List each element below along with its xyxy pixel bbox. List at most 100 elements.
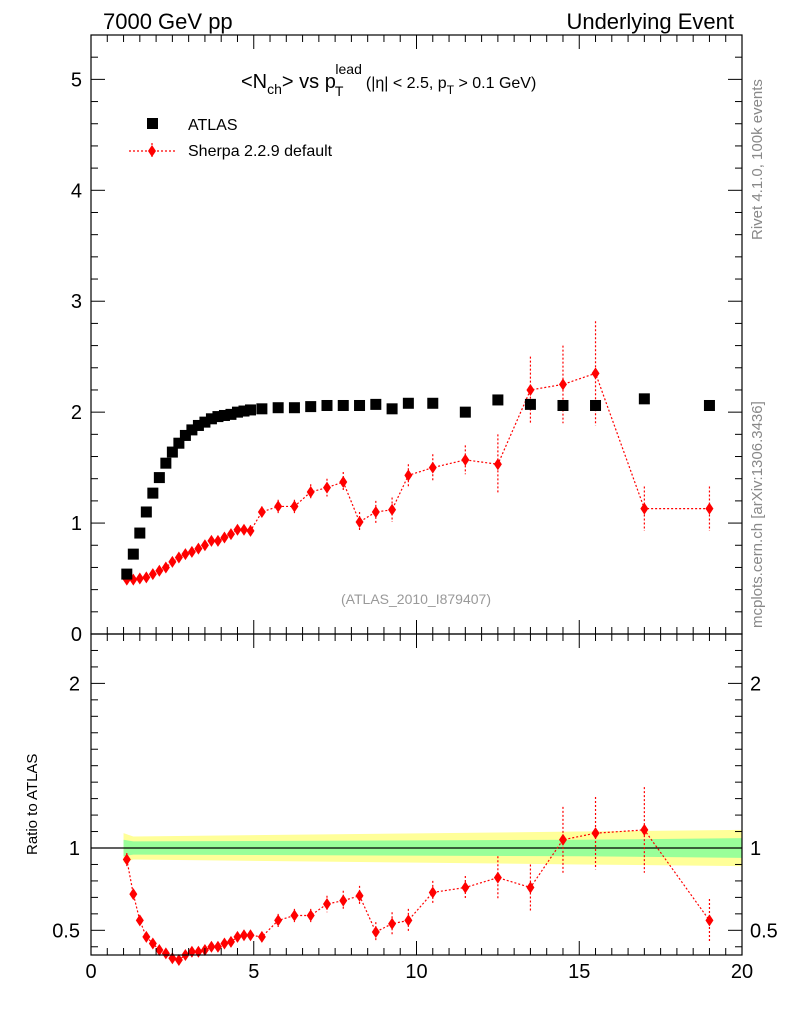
sherpa-main-point [213,534,222,547]
atlas-data-point [321,399,333,411]
sherpa-main-point [187,545,196,558]
atlas-data-point [354,399,366,411]
ratio-y-tick-label-right: 0.5 [750,920,778,942]
sherpa-main-point [246,524,255,537]
sherpa-ratio-point [226,935,235,948]
atlas-data-point [337,399,349,411]
atlas-data-point [218,409,230,421]
sherpa-main-point [306,486,315,499]
atlas-data-point [524,398,536,410]
main-y-tick-label: 0 [71,624,82,646]
sherpa-ratio-point [239,929,248,942]
legend-atlas-label: ATLAS [188,117,238,134]
sherpa-main-point [181,548,190,561]
ratio-y-tick-label-left: 0.5 [52,920,80,942]
atlas-data-point [153,472,165,484]
main-y-tick-label: 2 [71,402,82,424]
sherpa-ratio-point [233,930,242,943]
atlas-data-point [140,506,152,518]
sherpa-main-point [591,367,600,380]
sherpa-ratio-point [591,827,600,840]
atlas-data-point [160,457,172,469]
sherpa-ratio-point [257,930,266,943]
sherpa-ratio-point [142,930,151,943]
atlas-data-point [199,416,211,428]
atlas-data-point [212,411,224,423]
atlas-data-point [402,397,414,409]
main-y-tick-label: 3 [71,291,82,313]
main-y-tick-label: 5 [71,69,82,91]
sherpa-ratio-point [306,909,315,922]
sherpa-main-line [126,372,710,581]
sherpa-ratio-point [122,853,131,866]
sherpa-ratio-point [220,937,229,950]
atlas-data-point [173,437,185,449]
sherpa-ratio-point [322,897,331,910]
atlas-data-point [134,527,146,539]
sherpa-main-point [526,383,535,396]
atlas-data-point [121,568,133,580]
sherpa-ratio-point [246,929,255,942]
legend-sherpa-label: Sherpa 2.2.9 default [188,143,333,160]
sherpa-ratio-point [290,909,299,922]
sherpa-ratio-point [404,914,413,927]
sherpa-ratio-point [355,889,364,902]
legend-sherpa-marker [148,145,156,157]
ratio-y-tick-label-right: 2 [750,673,761,695]
ratio-y-tick-label-left: 1 [69,838,80,860]
sherpa-main-point [371,505,380,518]
atlas-data-point [244,404,256,416]
main-y-tick-label: 4 [71,180,82,202]
atlas-data-point [205,413,217,425]
atlas-data-point [557,399,569,411]
mcplots-label: mcplots.cern.ch [arXiv:1306.3436] [749,401,766,628]
sherpa-main-point [200,539,209,552]
ratio-y-tick-label-left: 2 [69,673,80,695]
sherpa-main-point [239,523,248,536]
sherpa-ratio-point [161,947,170,960]
sherpa-main-point [404,469,413,482]
sherpa-ratio-point [640,823,649,836]
header-right: Underlying Event [566,9,734,34]
plot-title: <Nch> vs pTlead(|η| < 2.5, pT > 0.1 GeV) [241,61,536,99]
sherpa-main-point [274,500,283,513]
sherpa-main-point [705,502,714,515]
ratio-y-tick-label-right: 1 [750,838,761,860]
atlas-data-point [127,548,139,560]
sherpa-main-point [290,500,299,513]
atlas-data-point [590,399,602,411]
sherpa-main-point [558,378,567,391]
sherpa-main-point [640,502,649,515]
atlas-data-point [231,406,243,418]
sherpa-main-point [194,542,203,555]
header-left: 7000 GeV pp [103,9,233,34]
sherpa-main-point [428,461,437,474]
sherpa-ratio-point [428,886,437,899]
atlas-data-point [256,403,268,415]
sherpa-main-point [148,568,157,581]
sherpa-main-point [142,571,151,584]
sherpa-main-point [233,523,242,536]
sherpa-ratio-point [461,881,470,894]
atlas-data-point [638,393,650,405]
atlas-data-point [192,419,204,431]
sherpa-main-point [174,551,183,564]
sherpa-main-point [339,476,348,489]
main-y-tick-label: 1 [71,513,82,535]
sherpa-main-point [155,564,164,577]
rivet-version-label: Rivet 4.1.0, 100k events [749,79,766,240]
atlas-data-point [305,401,317,413]
atlas-data-point [225,408,237,420]
sherpa-ratio-point [194,945,203,958]
legend-atlas-marker [147,118,158,129]
sherpa-ratio-point [705,914,714,927]
sherpa-main-point [461,453,470,466]
x-tick-label: 0 [85,961,96,983]
sherpa-main-point [355,515,364,528]
sherpa-ratio-point [526,881,535,894]
sherpa-main-point [207,534,216,547]
atlas-data-point [427,397,439,409]
ratio-plot-frame [90,633,743,956]
sherpa-main-point [493,458,502,471]
